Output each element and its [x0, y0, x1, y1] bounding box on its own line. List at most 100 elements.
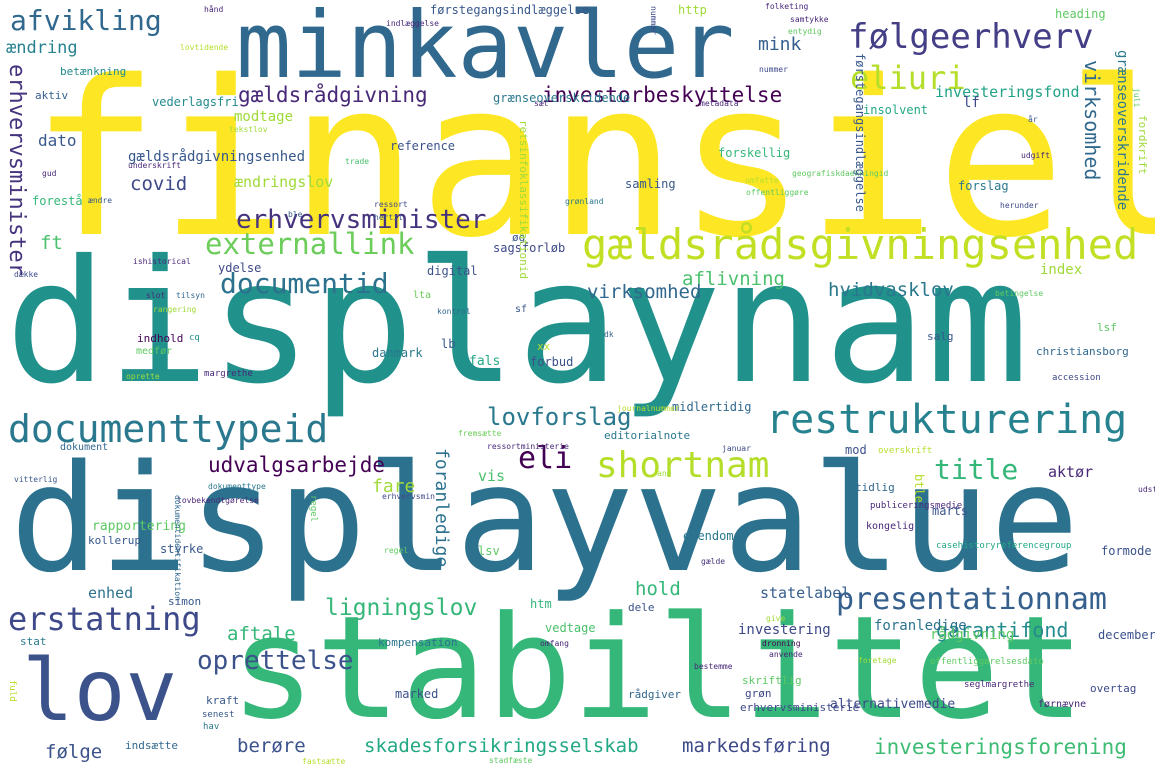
word-dato: foranledige: [874, 618, 967, 634]
word-betaenkning: forskellig: [718, 146, 791, 160]
word-erhvervsmin: dokument: [60, 442, 109, 453]
word-saet: hertil: [374, 213, 403, 222]
word-title: title: [934, 453, 1019, 486]
word-indlaeggelse: herunder: [1000, 201, 1039, 210]
word-aar: trade: [345, 157, 370, 166]
word-groenland: dække: [14, 270, 39, 279]
word-senest: seglmargrethe: [964, 680, 1035, 690]
word-restrukturering: restrukturering: [766, 397, 1128, 443]
word-marked: skriftlig: [742, 674, 802, 687]
word-aendringslov: rådgivning: [930, 627, 1015, 643]
word-forestaa: samling: [625, 177, 676, 191]
word-kompensation: simon: [168, 595, 202, 608]
word-graenseoverskridende: grænseoverskridende: [1114, 50, 1130, 211]
word-udstedelse: dokumentidentifikation: [173, 495, 182, 601]
word-ft: erhvervsminister: [236, 205, 487, 235]
word-salg: midlertidig: [672, 400, 752, 414]
word-groen: vedtage: [545, 621, 596, 635]
word-vis: fare: [372, 476, 416, 497]
word-lf: dato: [38, 131, 77, 150]
word-midlertidig: sagsforløb: [493, 241, 566, 255]
word-eliuri: eliuri: [850, 59, 966, 97]
word-hvidvasklov: hvidvasklov: [828, 279, 954, 301]
word-ejendom: salg: [927, 330, 954, 343]
word-gaeldsraadgivningsenhed-small: førstegangsindlæggelse: [430, 3, 589, 17]
word-aktoer: investeringsfond: [935, 83, 1080, 101]
word-betingelse: rangering: [153, 305, 197, 314]
word-aendring: aftale: [227, 623, 296, 645]
word-samtykke: udgift: [1021, 151, 1050, 160]
word-offentliggoere: lovtidende: [180, 43, 229, 52]
word-vedtage: styrke: [160, 542, 204, 556]
word-rapportering: mod: [845, 443, 867, 457]
word-styrke: tidlig: [855, 481, 895, 494]
word-marts: forbud: [530, 355, 574, 369]
word-offentliggoerelsesdato: omfang: [540, 639, 569, 648]
word-stat: ejendom: [683, 529, 734, 543]
word-raadgivning: enhed: [88, 584, 134, 602]
word-hertil: hånd: [204, 5, 224, 14]
word-kontrol: cq: [189, 333, 200, 343]
word-enhed: aktør: [1048, 463, 1094, 481]
word-hold: følge: [45, 741, 103, 763]
word-heading: lf: [963, 95, 980, 111]
word-ordning: nummer: [759, 65, 788, 74]
word-margrethe: lta: [413, 290, 432, 301]
word-stabilitet: stabilitet: [230, 586, 1085, 751]
word-oprettelse: oprettelse: [197, 646, 354, 676]
word-presentationnam: presentationnam: [836, 582, 1107, 617]
word-modtage: statelabel: [760, 584, 851, 602]
word-kongelig: overskrift: [878, 446, 933, 456]
word-oprette: lb: [441, 337, 456, 351]
word-dk: xx: [537, 340, 551, 353]
word-beroere: ft: [40, 232, 63, 254]
word-lb: øg: [512, 231, 526, 244]
word-herunder: slot: [146, 291, 166, 300]
word-tilsyn: btle: [912, 474, 926, 503]
word-eli: eli: [518, 441, 573, 476]
word-fastsaette: foretage: [858, 656, 897, 665]
word-dokument: oprette: [126, 372, 160, 381]
word-afvikling: afvikling: [10, 4, 162, 37]
word-ressort: underskrift: [128, 161, 181, 170]
word-foelge: covid: [130, 173, 188, 195]
word-juli: ressort: [374, 200, 408, 209]
word-xx: christiansborg: [1036, 345, 1129, 358]
word-externallink: externallink: [205, 227, 415, 261]
word-fordkrift: metadata: [700, 99, 739, 108]
word-trade: gud: [42, 169, 57, 178]
word-vegne: entydig: [788, 27, 822, 36]
word-journalnummer: dk: [604, 330, 614, 339]
word-lovforslag: lovforslag: [487, 403, 632, 431]
word-haand: grønland: [565, 197, 604, 206]
word-anvende: casehistoryreferencegroup: [936, 541, 1072, 551]
word-erhvervsminister: erhvervsminister: [4, 64, 29, 276]
word-overtag: alternativemedie: [830, 697, 956, 712]
word-samling: vederlagsfri: [152, 95, 239, 109]
word-statelabel: investering: [738, 622, 831, 638]
word-lovbekendtgoerelse: stadfæste: [489, 756, 533, 765]
word-fare: mink: [758, 34, 802, 55]
word-gud: ishistorical: [133, 257, 191, 266]
word-lsf: marked: [395, 687, 439, 701]
word-digital: december: [1098, 628, 1155, 642]
word-oeg: formode: [1101, 544, 1152, 558]
word-dokumenttype: fremsætte: [458, 429, 502, 438]
word-slot: regel: [384, 546, 409, 555]
word-investorbeskyttelse: investorbeskyttelse: [542, 83, 783, 107]
word-entydig: år: [1028, 115, 1038, 124]
word-vederlagsfri: index: [1040, 262, 1083, 278]
word-markedsfoering: markedsføring: [682, 735, 831, 757]
word-omfatte: indlæggelse: [386, 19, 439, 28]
word-displayvalue: displayvalue: [10, 433, 1080, 605]
word-foranledige: foranledige: [431, 448, 452, 568]
word-december: erhvervsministerie: [740, 701, 860, 714]
word-reference: http: [678, 3, 707, 17]
word-regel: senest: [202, 710, 235, 720]
word-mink: hold: [635, 578, 681, 600]
word-omfang: publiceringsmedie: [870, 501, 963, 511]
word-folketing: offentliggøre: [746, 188, 809, 197]
word-formode: rådgiver: [628, 688, 681, 701]
word-tidlig: fals: [469, 354, 501, 369]
